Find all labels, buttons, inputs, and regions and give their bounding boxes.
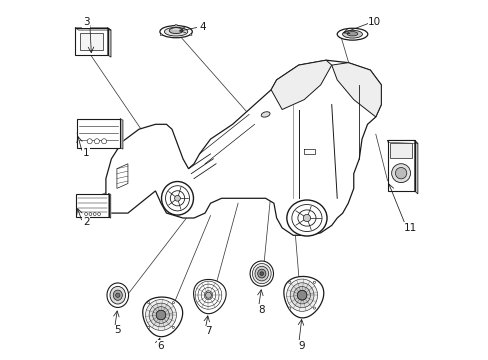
Text: 6: 6 [157,341,164,351]
Ellipse shape [205,292,211,298]
Circle shape [288,307,290,309]
Bar [77,119,120,148]
Text: 11: 11 [403,222,416,233]
Text: 8: 8 [258,305,264,315]
Ellipse shape [107,283,128,307]
Polygon shape [193,279,225,314]
Text: 10: 10 [367,17,381,27]
Polygon shape [107,28,111,57]
Polygon shape [284,276,323,318]
Text: 2: 2 [82,217,89,228]
Ellipse shape [289,283,313,307]
Ellipse shape [161,181,193,215]
Ellipse shape [293,287,310,304]
Text: 4: 4 [200,22,206,32]
Ellipse shape [149,303,172,327]
Circle shape [156,310,165,320]
Polygon shape [270,60,331,109]
Circle shape [115,293,120,297]
Ellipse shape [156,310,165,320]
Circle shape [395,167,406,179]
Circle shape [147,302,149,304]
Text: 9: 9 [298,341,305,351]
Ellipse shape [145,300,176,330]
Bar [80,33,102,50]
Ellipse shape [342,30,362,38]
Circle shape [172,302,174,304]
Text: 5: 5 [114,325,121,336]
Circle shape [94,139,99,144]
Circle shape [260,272,263,275]
Ellipse shape [113,290,122,300]
Polygon shape [120,119,122,149]
Text: 3: 3 [82,17,89,27]
Circle shape [288,281,290,283]
Circle shape [147,326,149,328]
Circle shape [313,307,315,309]
Bar [389,143,411,158]
Ellipse shape [252,264,270,284]
Ellipse shape [249,261,273,286]
Ellipse shape [337,28,367,40]
Ellipse shape [257,269,265,278]
Ellipse shape [110,287,125,304]
Polygon shape [387,140,414,191]
Polygon shape [331,63,381,117]
Circle shape [303,215,310,222]
Polygon shape [108,194,110,218]
Ellipse shape [261,112,269,117]
Polygon shape [106,60,381,235]
Ellipse shape [174,24,177,26]
Circle shape [297,291,306,300]
Circle shape [391,164,410,183]
Circle shape [313,281,315,283]
Ellipse shape [286,279,317,311]
Bar [76,194,108,217]
Ellipse shape [254,266,268,281]
Polygon shape [75,28,111,30]
Polygon shape [142,297,183,337]
Ellipse shape [164,27,187,36]
Circle shape [87,139,92,144]
Ellipse shape [169,28,183,33]
Text: 1: 1 [82,148,89,158]
Bar [75,28,107,55]
Text: 7: 7 [205,326,211,336]
Ellipse shape [152,307,169,323]
Ellipse shape [160,34,163,36]
Polygon shape [387,140,417,143]
Circle shape [172,326,174,328]
Circle shape [102,139,106,144]
Ellipse shape [346,32,357,36]
Polygon shape [414,140,417,194]
Ellipse shape [160,26,192,38]
Ellipse shape [189,34,192,36]
Ellipse shape [297,290,306,300]
Circle shape [174,195,180,201]
Ellipse shape [286,200,326,236]
